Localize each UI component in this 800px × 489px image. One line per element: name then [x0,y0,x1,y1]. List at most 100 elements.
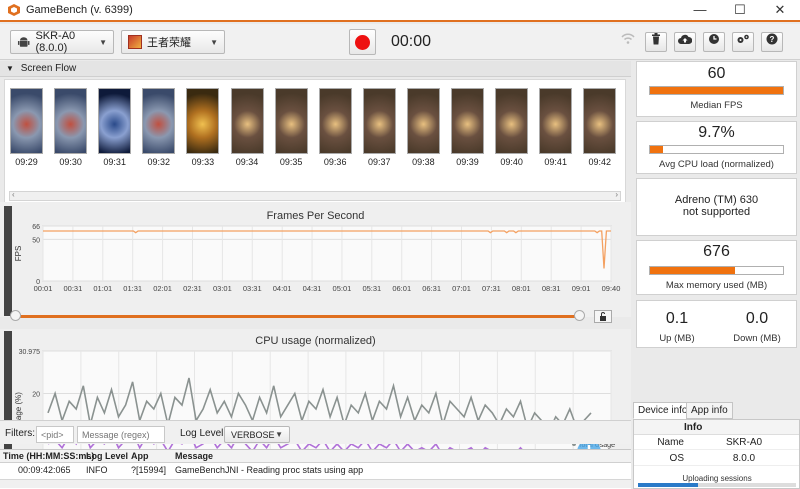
screenshot-thumbnail[interactable] [495,88,529,154]
screenshot-time: 09:30 [59,157,82,167]
unlock-icon [600,312,606,321]
screenshot-thumbnail[interactable] [142,88,176,154]
log-app: ?[15994] [131,465,167,475]
chevron-down-icon: ▼ [210,37,218,47]
median-fps-bar [649,86,784,95]
screenshot-thumbnail[interactable] [539,88,573,154]
col-time[interactable]: Time (HH:MM:SS:ms) [3,451,95,461]
app-thumbnail-icon [128,35,142,49]
slider-track [15,315,580,318]
record-icon [355,35,370,50]
screenshot-time: 09:32 [147,157,171,167]
x-tick-label: 08:31 [542,284,561,293]
screenshot-time: 09:39 [456,157,479,167]
svg-text:?: ? [770,35,775,44]
x-tick-label: 07:31 [482,284,501,293]
fps-chart-title: Frames Per Second [266,210,365,222]
screenshot-time: 09:33 [191,157,215,167]
download-label: Down (MB) [733,333,781,344]
log-time: 00:09:42:065 [18,465,71,475]
screenshot-time: 09:37 [368,157,391,167]
maximize-button[interactable]: ☐ [734,2,746,17]
record-button[interactable] [349,29,376,55]
uploading-label: Uploading sessions [682,474,752,483]
screenshot-thumbnail[interactable] [362,88,396,154]
gpu-card: Adreno (TM) 630 not supported [636,178,797,236]
lock-range-button[interactable] [594,310,612,323]
median-fps-label: Median FPS [690,100,743,111]
y-tick-label: 20 [32,392,40,399]
log-level-value: VERBOSE [231,429,275,440]
clock-icon[interactable] [703,32,725,52]
x-tick-label: 08:01 [512,284,531,293]
session-timer: 00:00 [391,33,432,50]
x-tick-label: 04:31 [303,284,322,293]
cpu-chart-handle[interactable] [4,331,12,481]
scroll-left-icon[interactable]: ‹ [12,190,15,199]
x-tick-label: 03:01 [213,284,232,293]
time-range-slider[interactable] [10,310,585,322]
screenshot-thumbnail[interactable] [451,88,484,154]
memory-label: Max memory used (MB) [665,280,768,291]
log-table-header: Time (HH:MM:SS:ms) Log Level App Message [0,450,631,463]
minimize-button[interactable]: — [693,2,707,17]
fps-series-line [43,230,611,269]
x-tick-label: 06:01 [392,284,411,293]
screenshot-thumbnail[interactable] [583,88,617,154]
close-button[interactable]: ✕ [774,2,786,17]
screenshot-time: 09:41 [544,157,567,167]
fps-chart-handle[interactable] [4,206,12,316]
network-card: 0.1 Up (MB) 0.0 Down (MB) [636,300,797,348]
message-filter-input[interactable] [77,426,165,443]
log-row[interactable]: 00:09:42:065 INFO ?[15994] GameBenchJNI … [0,464,631,477]
scroll-right-icon[interactable]: › [615,190,618,199]
device-select-label: SKR-A0 (8.0.0) [35,30,76,54]
help-icon[interactable]: ? [761,32,783,52]
window-title: GameBench (v. 6399) [26,4,133,16]
log-level-select[interactable]: VERBOSE ▼ [224,426,290,443]
tab-app-info[interactable]: App info [686,402,733,419]
wifi-icon[interactable] [617,32,639,52]
title-bar: GameBench (v. 6399) — ☐ ✕ [0,0,800,22]
screen-flow-label: Screen Flow [20,63,77,74]
fps-chart-panel: Frames Per Second 66 50 0 00:01 00:31 01:01 01… [0,202,631,317]
col-message[interactable]: Message [175,451,214,461]
settings-icon[interactable] [732,32,754,52]
median-fps-card: 60 Median FPS [636,61,797,117]
info-header-label: Info [684,422,703,433]
log-scrollbar[interactable] [0,479,631,488]
screenshot-thumbnail[interactable] [230,88,264,154]
gpu-status: not supported [682,206,751,218]
x-tick-label: 01:31 [123,284,142,293]
pid-filter-input[interactable] [36,426,74,443]
screenshot-thumbnail[interactable] [318,88,352,154]
log-table: Time (HH:MM:SS:ms) Log Level App Message… [0,449,631,489]
y-tick-label: 50 [32,237,40,244]
screenshot-thumbnail[interactable] [274,88,308,154]
median-fps-value: 60 [707,65,726,82]
info-value: SKR-A0 [725,437,763,448]
tab-device-info[interactable]: Device info [633,402,693,419]
log-filter-bar: Filters: Log Level: VERBOSE ▼ [0,420,631,444]
screen-flow-scrollbar[interactable]: ‹ › [9,190,621,201]
col-app[interactable]: App [131,451,149,461]
info-key: Name [657,437,684,448]
screenshot-thumbnail[interactable] [406,88,440,154]
col-level[interactable]: Log Level [86,451,129,461]
cloud-upload-icon[interactable] [674,32,696,52]
screenshot-thumbnail[interactable] [186,88,220,154]
x-tick-label: 06:31 [422,284,441,293]
slider-right-handle[interactable] [574,310,585,321]
download-value: 0.0 [745,310,769,327]
trash-icon[interactable] [645,32,667,52]
screenshot-time: 09:29 [15,157,38,167]
screenshot-thumbnail[interactable] [98,88,132,154]
screenshot-thumbnail[interactable] [54,88,88,154]
screenshot-thumbnail[interactable] [10,88,43,154]
chevron-down-icon: ▼ [275,430,283,439]
screen-flow-header[interactable]: ▼ Screen Flow [0,61,631,77]
device-select[interactable]: SKR-A0 (8.0.0) ▼ [10,30,114,54]
slider-left-handle[interactable] [10,310,21,321]
y-tick-label: 0 [36,279,40,286]
app-select[interactable]: 王者荣耀 ▼ [121,30,225,54]
